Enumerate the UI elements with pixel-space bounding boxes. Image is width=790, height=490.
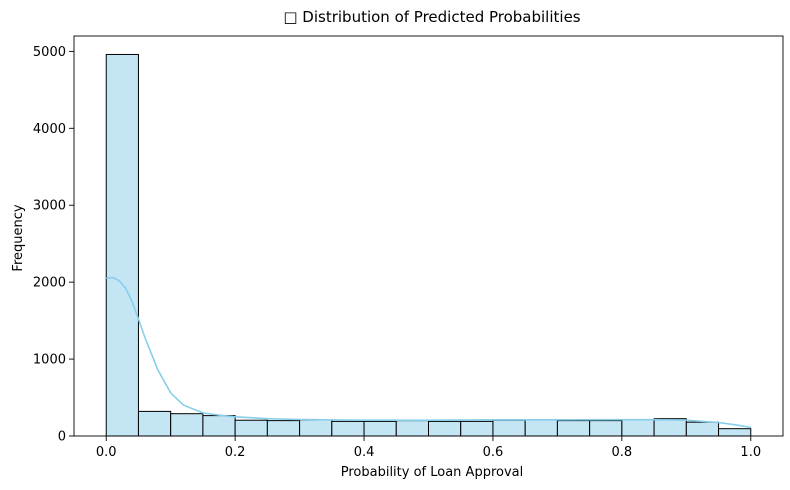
histogram-bar: [363, 420, 397, 437]
histogram-bar: [428, 420, 462, 437]
histogram-bar: [170, 413, 204, 437]
y-tick-label: 2000: [33, 276, 66, 291]
histogram-bar: [137, 410, 172, 437]
x-axis-ticks: 0.0 0.2 0.4 0.6 0.8 1.0: [96, 436, 761, 460]
histogram-bar: [556, 420, 591, 437]
y-tick-label: 3000: [33, 199, 66, 214]
histogram-bar: [234, 419, 268, 437]
y-tick-label: 4000: [33, 122, 66, 137]
histogram-bar: [395, 420, 430, 437]
x-axis-label: Probability of Loan Approval: [341, 465, 524, 480]
y-tick-label: 5000: [33, 45, 66, 60]
histogram-bar: [685, 421, 720, 437]
x-tick-label: 0.4: [354, 445, 375, 460]
histogram-bar: [331, 420, 365, 437]
x-tick-label: 0.0: [96, 445, 117, 460]
bars-group: [105, 53, 752, 437]
histogram-bar: [460, 420, 494, 437]
x-tick-label: 0.8: [612, 445, 633, 460]
histogram-bar: [105, 53, 139, 437]
plot-frame: [73, 35, 784, 437]
y-axis-label: Frequency: [11, 204, 26, 271]
y-tick-label: 1000: [33, 353, 66, 368]
x-tick-label: 0.6: [483, 445, 504, 460]
histogram-bar: [653, 418, 687, 437]
y-tick-label: 0: [58, 430, 66, 445]
histogram-bar: [492, 419, 526, 437]
x-tick-label: 0.2: [225, 445, 246, 460]
y-axis-ticks: 0 1000 2000 3000 4000 5000: [33, 45, 74, 445]
histogram-bar: [524, 419, 558, 437]
kde-curve: [106, 276, 751, 429]
histogram-bar: [299, 419, 333, 437]
histogram-bar: [266, 420, 301, 437]
histogram-bar: [718, 428, 752, 437]
histogram-bar: [589, 420, 623, 437]
histogram-bar: [202, 415, 236, 437]
histogram-bar: [621, 419, 655, 437]
x-tick-label: 1.0: [740, 445, 761, 460]
chart-title: □ Distribution of Predicted Probabilitie…: [283, 8, 580, 26]
